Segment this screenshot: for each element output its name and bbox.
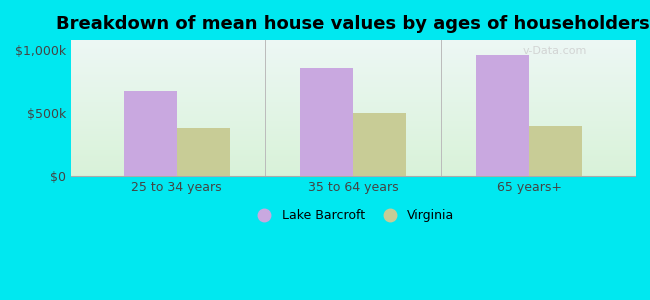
Bar — [300, 68, 353, 176]
Bar — [177, 128, 229, 176]
Title: Breakdown of mean house values by ages of householders: Breakdown of mean house values by ages o… — [56, 15, 650, 33]
Bar — [353, 113, 406, 176]
Legend: Lake Barcroft, Virginia: Lake Barcroft, Virginia — [246, 204, 460, 227]
Bar — [476, 55, 529, 176]
Bar — [124, 91, 177, 176]
Text: v-Data.com: v-Data.com — [522, 46, 586, 56]
Bar — [529, 126, 582, 176]
